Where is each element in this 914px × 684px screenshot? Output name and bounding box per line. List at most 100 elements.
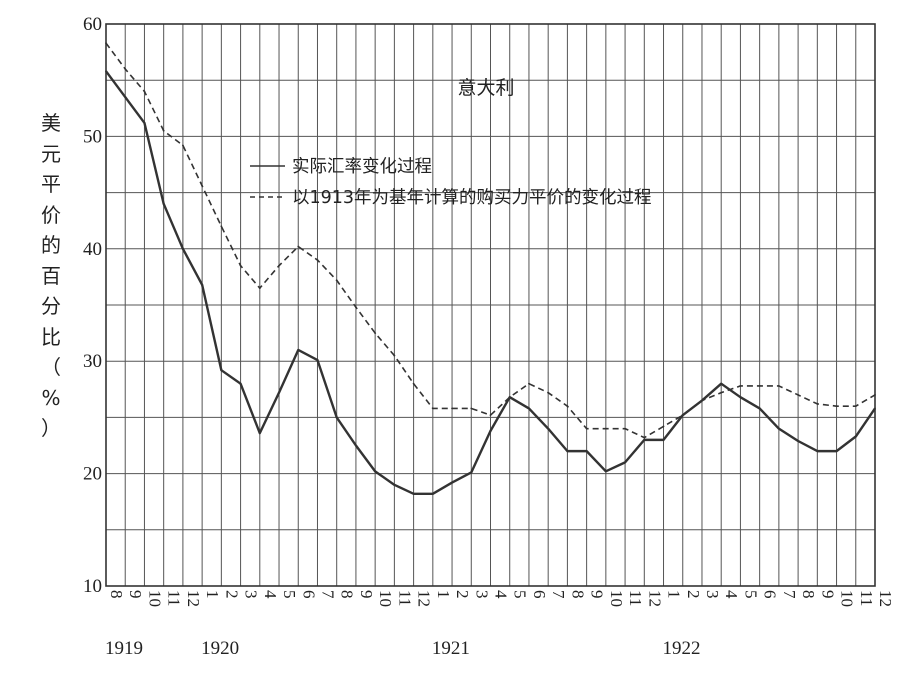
y-axis-label-char: 百 bbox=[41, 263, 61, 288]
x-tick-label: 4 bbox=[492, 590, 511, 599]
x-tick-label: 11 bbox=[626, 590, 645, 606]
y-axis-label-char: 比 bbox=[41, 324, 61, 349]
data-point-actual bbox=[278, 391, 280, 394]
x-tick-label: 4 bbox=[261, 590, 280, 599]
data-point-actual bbox=[239, 382, 242, 385]
x-tick-label: 11 bbox=[165, 590, 184, 606]
x-tick-label: 7 bbox=[549, 590, 568, 599]
data-point-ppp bbox=[662, 425, 665, 428]
x-tick-label: 3 bbox=[242, 590, 261, 599]
y-axis-label-char: 的 bbox=[41, 233, 61, 257]
x-tick-label: 9 bbox=[818, 590, 837, 599]
x-tick-label: 1 bbox=[665, 590, 684, 599]
data-point-ppp bbox=[528, 382, 530, 385]
data-point-actual bbox=[489, 429, 492, 432]
x-tick-label: 8 bbox=[107, 590, 126, 599]
x-tick-label: 12 bbox=[645, 590, 664, 607]
data-point-actual bbox=[316, 359, 319, 361]
y-axis-label-char: 元 bbox=[41, 141, 61, 166]
plot-frame bbox=[105, 23, 876, 587]
y-axis-label-char: 美 bbox=[41, 111, 61, 135]
data-point-ppp bbox=[720, 391, 723, 394]
x-tick-label: 7 bbox=[780, 590, 799, 599]
data-point-ppp bbox=[335, 279, 338, 282]
x-tick-label: 9 bbox=[357, 590, 376, 599]
year-label: 1920 bbox=[201, 638, 239, 659]
y-axis-label-char: （ bbox=[41, 355, 61, 379]
data-point-actual bbox=[835, 450, 838, 453]
data-point-actual bbox=[585, 450, 588, 453]
x-tick-label: 12 bbox=[415, 590, 434, 607]
data-point-ppp bbox=[412, 382, 415, 385]
y-tick-label: 50 bbox=[83, 126, 102, 147]
legend-label-actual: 实际汇率变化过程 bbox=[292, 157, 432, 177]
x-tick-label: 6 bbox=[530, 590, 549, 599]
x-tick-label: 12 bbox=[184, 590, 203, 607]
data-point-actual bbox=[566, 450, 569, 453]
data-point-ppp bbox=[489, 414, 492, 417]
data-point-ppp bbox=[201, 184, 204, 187]
x-tick-label: 3 bbox=[472, 590, 491, 599]
chart-title: 意大利 bbox=[457, 77, 514, 99]
x-tick-label: 1 bbox=[434, 590, 453, 599]
x-tick-label: 3 bbox=[703, 590, 722, 599]
x-tick-label: 10 bbox=[838, 590, 857, 607]
data-point-ppp bbox=[835, 405, 838, 408]
data-point-actual bbox=[335, 416, 338, 419]
data-point-ppp bbox=[624, 427, 626, 430]
data-point-actual bbox=[297, 349, 300, 351]
x-tick-label: 5 bbox=[511, 590, 530, 599]
data-point-ppp bbox=[854, 405, 857, 408]
data-point-ppp bbox=[681, 414, 684, 417]
y-tick-label: 30 bbox=[83, 351, 102, 372]
data-point-actual bbox=[758, 407, 761, 410]
data-point-actual bbox=[162, 202, 165, 205]
x-tick-label: 10 bbox=[376, 590, 395, 607]
data-point-actual bbox=[777, 427, 780, 430]
data-point-ppp bbox=[566, 405, 569, 408]
data-point-ppp bbox=[316, 259, 319, 261]
data-point-actual bbox=[604, 470, 607, 473]
data-point-ppp bbox=[258, 287, 261, 290]
grid bbox=[106, 24, 875, 586]
x-tick-label: 10 bbox=[145, 590, 164, 607]
x-tick-label: 12 bbox=[876, 590, 895, 607]
data-point-ppp bbox=[758, 385, 761, 387]
data-point-ppp bbox=[278, 264, 280, 267]
x-tick-label: 8 bbox=[568, 590, 587, 599]
data-point-ppp bbox=[220, 225, 223, 228]
data-point-actual bbox=[720, 382, 723, 385]
data-point-ppp bbox=[739, 385, 742, 387]
x-tick-label: 4 bbox=[722, 590, 741, 599]
data-point-actual bbox=[220, 369, 223, 372]
data-point-actual bbox=[393, 483, 396, 486]
data-point-actual bbox=[854, 435, 857, 438]
x-tick-label: 8 bbox=[799, 590, 818, 599]
data-point-actual bbox=[451, 481, 453, 484]
data-point-ppp bbox=[816, 403, 819, 405]
data-point-ppp bbox=[239, 264, 242, 267]
data-point-ppp bbox=[604, 427, 607, 430]
data-point-ppp bbox=[643, 436, 646, 439]
data-point-actual bbox=[643, 438, 646, 441]
x-tick-label: 11 bbox=[395, 590, 414, 606]
data-point-ppp bbox=[451, 407, 453, 410]
data-point-ppp bbox=[162, 129, 165, 132]
legend: 实际汇率变化过程 以1913年为基年计算的购买力平价的变化过程 bbox=[250, 157, 652, 208]
year-label: 1921 bbox=[432, 638, 470, 659]
x-tick-label: 6 bbox=[761, 590, 780, 599]
y-tick-label: 60 bbox=[83, 14, 102, 35]
y-tick-label: 10 bbox=[83, 576, 102, 597]
data-point-ppp bbox=[124, 68, 127, 70]
y-axis-label: 美元平价的百分比 （% ） bbox=[38, 108, 64, 444]
data-point-ppp bbox=[374, 332, 377, 334]
data-point-actual bbox=[470, 471, 473, 474]
data-point-actual bbox=[355, 444, 357, 447]
data-point-ppp bbox=[297, 245, 300, 248]
x-tick-label: 2 bbox=[684, 590, 703, 599]
x-tick-label: 11 bbox=[857, 590, 876, 606]
data-point-actual bbox=[124, 96, 127, 98]
x-tick-label: 9 bbox=[126, 590, 145, 599]
x-tick-label: 5 bbox=[280, 590, 299, 599]
